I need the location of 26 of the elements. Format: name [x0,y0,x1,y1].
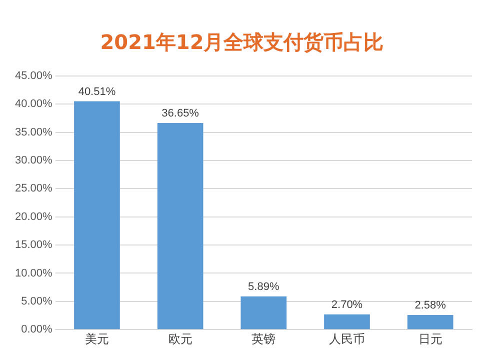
data-label: 40.51% [78,86,116,98]
y-tick-label: 45.00% [14,70,53,82]
data-label: 2.58% [414,300,446,312]
bar [74,101,120,330]
y-tick-label: 35.00% [14,126,53,138]
data-label: 5.89% [248,280,280,293]
y-tick-label: 5.00% [21,295,53,308]
x-tick-label: 欧元 [168,332,192,346]
y-tick-label: 40.00% [14,98,53,110]
y-tick-label: 30.00% [14,154,53,167]
chart-title: 2021年12月全球支付货币占比 [100,30,384,54]
y-tick-label: 10.00% [14,267,53,280]
x-tick-label: 美元 [84,332,109,346]
x-tick-label: 英镑 [252,332,276,346]
x-tick-label: 日元 [418,332,442,346]
x-tick-label: 人民币 [328,332,365,346]
data-label: 2.70% [331,298,363,311]
bar [157,123,204,330]
bar [324,314,370,330]
y-tick-label: 15.00% [14,239,53,252]
y-tick-label: 0.00% [21,324,53,336]
y-tick-label: 20.00% [14,210,53,223]
y-tick-label: 25.00% [14,182,53,195]
bar [407,315,454,330]
data-label: 36.65% [162,108,200,120]
bar [240,296,287,330]
